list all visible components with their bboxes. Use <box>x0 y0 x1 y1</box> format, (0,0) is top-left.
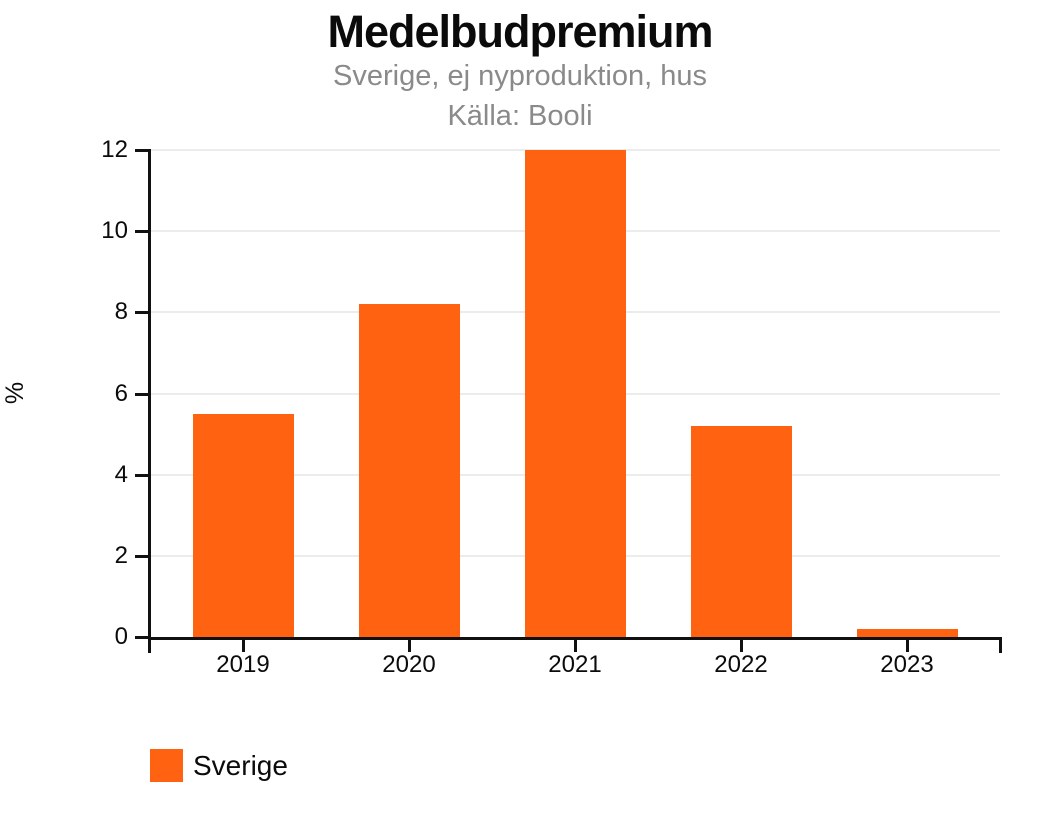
chart-title: Medelbudpremium <box>327 6 713 57</box>
bar-2020[interactable] <box>358 304 460 637</box>
bar-2021[interactable] <box>524 150 626 637</box>
x-tick-2020 <box>408 640 411 652</box>
x-tick-2021 <box>574 640 577 652</box>
y-axis-line <box>148 149 151 653</box>
x-tick-label-2019: 2019 <box>216 651 270 678</box>
y-tick-label-10: 10 <box>101 217 128 245</box>
x-axis-line <box>148 637 1002 640</box>
legend-item-sverige[interactable]: Sverige <box>150 749 288 782</box>
plot-area <box>150 149 1000 637</box>
y-tick-6 <box>135 392 148 396</box>
x-tick-label-2021: 2021 <box>548 651 602 678</box>
y-tick-label-12: 12 <box>101 136 128 163</box>
chart-subtitle: Sverige, ej nyproduktion, hus <box>333 60 707 92</box>
x-tick-2019 <box>242 640 245 652</box>
y-tick-2 <box>135 554 148 558</box>
bar-2019[interactable] <box>192 413 294 637</box>
y-tick-12 <box>135 149 148 152</box>
x-tick-label-2020: 2020 <box>382 651 436 678</box>
legend: Sverige <box>150 749 288 782</box>
y-tick-label-2: 2 <box>114 541 128 569</box>
y-tick-label-8: 8 <box>114 298 128 326</box>
y-tick-8 <box>135 311 148 315</box>
y-tick-4 <box>135 473 148 477</box>
x-tick-2022 <box>740 640 743 652</box>
y-tick-10 <box>135 230 148 234</box>
y-tick-label-6: 6 <box>114 379 128 407</box>
x-tick-label-2023: 2023 <box>880 651 934 678</box>
legend-swatch <box>150 749 183 782</box>
chart-source-note: Källa: Booli <box>447 100 593 132</box>
legend-label: Sverige <box>193 750 288 781</box>
bar-2022[interactable] <box>690 425 792 637</box>
x-axis-end-tick <box>999 637 1002 653</box>
x-tick-label-2022: 2022 <box>714 651 768 678</box>
bar-2023[interactable] <box>856 628 958 637</box>
x-tick-2023 <box>906 640 909 652</box>
y-tick-label-0: 0 <box>114 623 128 650</box>
y-axis-title: % <box>1 381 29 405</box>
y-tick-0 <box>135 636 148 639</box>
y-tick-label-4: 4 <box>114 460 128 488</box>
